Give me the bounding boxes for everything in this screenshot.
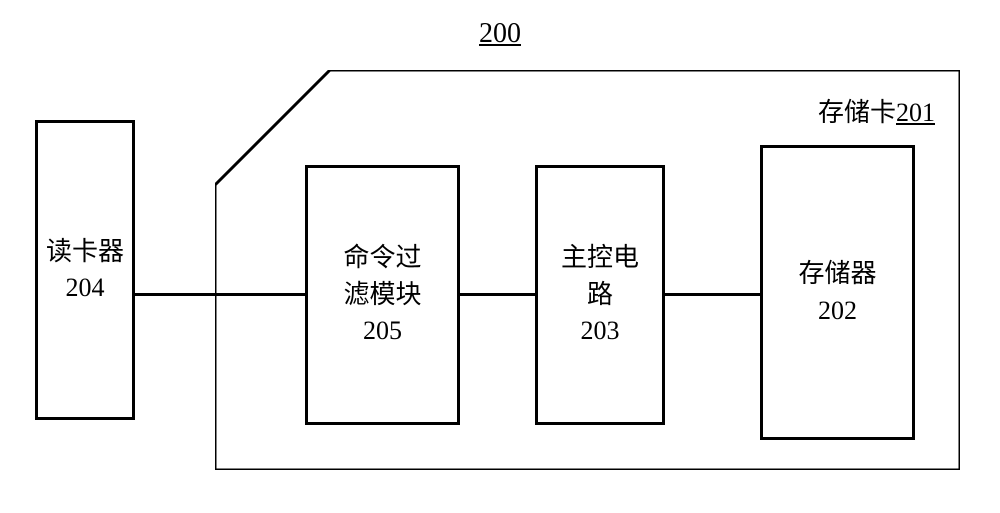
controller-number: 203 bbox=[581, 313, 620, 349]
connector-controller-memory bbox=[665, 293, 760, 296]
filter-module-label-line1: 命令过 bbox=[343, 240, 421, 276]
memory-card-label: 存储卡201 bbox=[818, 92, 935, 129]
controller-label-line1: 主控电 bbox=[561, 240, 639, 276]
diagram-title: 200 bbox=[479, 18, 521, 50]
memory-label: 存储器 bbox=[798, 256, 876, 292]
memory-card-number: 201 bbox=[896, 98, 935, 127]
card-reader-number: 204 bbox=[66, 270, 105, 306]
memory-card-label-text: 存储卡 bbox=[818, 98, 896, 127]
filter-module-number: 205 bbox=[363, 313, 402, 349]
filter-module-block: 命令过 滤模块 205 bbox=[305, 165, 460, 425]
controller-block: 主控电 路 203 bbox=[535, 165, 665, 425]
filter-module-label-line2: 滤模块 bbox=[343, 277, 421, 313]
card-reader-block: 读卡器 204 bbox=[35, 120, 135, 420]
card-reader-label: 读卡器 bbox=[46, 234, 124, 270]
memory-number: 202 bbox=[818, 293, 857, 329]
controller-label-line2: 路 bbox=[587, 277, 613, 313]
memory-block: 存储器 202 bbox=[760, 145, 915, 440]
connector-filter-controller bbox=[460, 293, 535, 296]
